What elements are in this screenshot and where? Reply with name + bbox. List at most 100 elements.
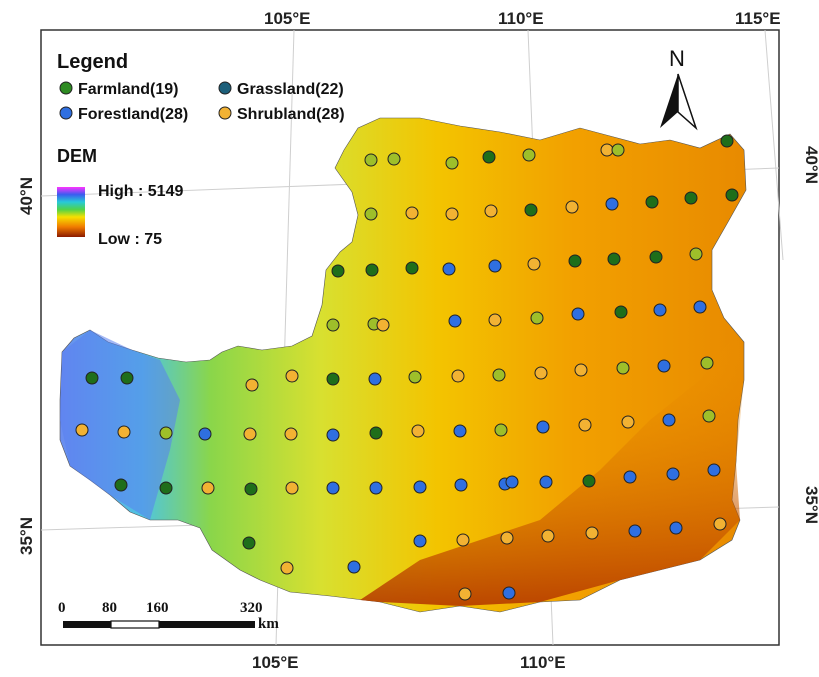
farmland-point [482, 150, 496, 164]
dem-title: DEM [57, 146, 97, 166]
shrubland-point [600, 143, 614, 157]
lat-label-right-35: 35°N [802, 486, 819, 524]
grassland-point [408, 370, 422, 384]
farmland-point [684, 191, 698, 205]
shrubland-point [456, 533, 470, 547]
farmland-symbol [59, 81, 73, 95]
shrubland-point [405, 206, 419, 220]
farmland-point [405, 261, 419, 275]
shrubland-symbol [218, 106, 232, 120]
forestland-point [369, 481, 383, 495]
farmland-point [524, 203, 538, 217]
farmland-point [607, 252, 621, 266]
farmland-point [645, 195, 659, 209]
farmland-point [582, 474, 596, 488]
shrubland-point [280, 561, 294, 575]
farmland-point [365, 263, 379, 277]
forestland-point [488, 259, 502, 273]
grassland-legend-label: Grassland(22) [237, 81, 344, 98]
grassland-point [522, 148, 536, 162]
farmland-point [649, 250, 663, 264]
lowland-shading [360, 330, 744, 606]
forestland-point [536, 420, 550, 434]
grassland-point [364, 153, 378, 167]
forestland-point [502, 586, 516, 600]
forestland-point [707, 463, 721, 477]
farmland-point [159, 481, 173, 495]
lon-label-top-105: 105°E [264, 9, 311, 28]
shrubland-point [565, 200, 579, 214]
shrubland-point [527, 257, 541, 271]
shrubland-point [488, 313, 502, 327]
shrubland-point [574, 363, 588, 377]
farmland-point [725, 188, 739, 202]
north-arrow-left [660, 74, 678, 128]
forestland-point [657, 359, 671, 373]
forestland-point [662, 413, 676, 427]
scale-seg-2 [110, 620, 160, 629]
shrubland-point [500, 531, 514, 545]
shrubland-point [484, 204, 498, 218]
lat-label-right-40: 40°N [802, 146, 819, 184]
farmland-point [369, 426, 383, 440]
forestland-point [326, 481, 340, 495]
grassland-point [492, 368, 506, 382]
dem-high-label: High : 5149 [98, 183, 183, 200]
farmland-point [85, 371, 99, 385]
farmland-point [244, 482, 258, 496]
forestland-point [669, 521, 683, 535]
farmland-point [120, 371, 134, 385]
shrubland-point [534, 366, 548, 380]
forestland-point [413, 534, 427, 548]
shrubland-point [75, 423, 89, 437]
scale-unit: km [258, 616, 279, 632]
lat-label-left-35: 35°N [17, 517, 36, 555]
farmland-legend-label: Farmland(19) [78, 81, 178, 98]
farmland-point [331, 264, 345, 278]
dem-color-ramp [57, 187, 85, 237]
farmland-point [114, 478, 128, 492]
shrubland-point [578, 418, 592, 432]
grassland-point [611, 143, 625, 157]
dem-low-label: Low : 75 [98, 231, 162, 248]
forestland-point [623, 470, 637, 484]
farmland-point [242, 536, 256, 550]
farmland-point [326, 372, 340, 386]
shrubland-point [376, 318, 390, 332]
grassland-point [689, 247, 703, 261]
shrubland-point [117, 425, 131, 439]
forestland-point [571, 307, 585, 321]
shrubland-point [541, 529, 555, 543]
forestland-legend-label: Forestland(28) [78, 106, 188, 123]
grassland-point [494, 423, 508, 437]
grassland-point [387, 152, 401, 166]
scale-seg-3 [159, 621, 255, 628]
sample-points [75, 134, 739, 601]
shrubland-point [458, 587, 472, 601]
forestland-point [693, 300, 707, 314]
forestland-point [198, 427, 212, 441]
shrubland-legend-label: Shrubland(28) [237, 106, 345, 123]
lon-label-top-115: 115°E [735, 9, 781, 28]
shrubland-point [201, 481, 215, 495]
grassland-point [326, 318, 340, 332]
lon-label-top-110: 110°E [498, 9, 544, 28]
forestland-point [539, 475, 553, 489]
shrubland-point [585, 526, 599, 540]
grassland-point [364, 207, 378, 221]
forestland-point [442, 262, 456, 276]
farmland-point [568, 254, 582, 268]
forestland-point [666, 467, 680, 481]
grassland-point [159, 426, 173, 440]
scale-tick-0: 0 [58, 600, 66, 616]
scale-bar: 0 80 160 320 km [58, 600, 279, 632]
grassland-symbol [218, 81, 232, 95]
shrubland-point [245, 378, 259, 392]
forestland-point [628, 524, 642, 538]
scale-tick-80: 80 [102, 600, 117, 616]
forestland-point [605, 197, 619, 211]
forestland-point [326, 428, 340, 442]
farmland-point [614, 305, 628, 319]
grassland-point [530, 311, 544, 325]
